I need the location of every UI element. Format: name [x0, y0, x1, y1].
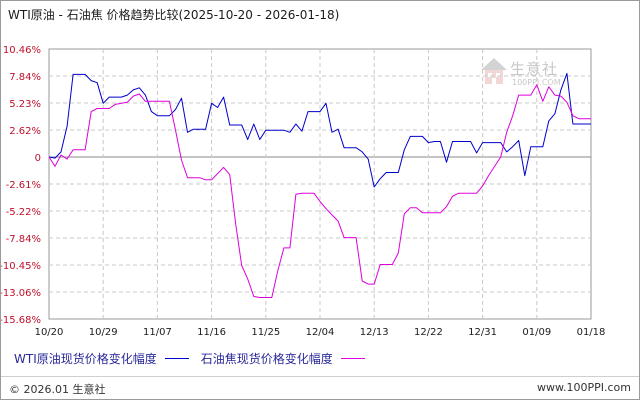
- y-tick-label: 0: [35, 153, 41, 164]
- x-tick-labels: 10/20 10/29 11/07 11/16 11/25 12/04 12/13 12/22…: [35, 327, 606, 338]
- watermark-url: 100PPI.COM: [512, 78, 561, 87]
- grid-layer: [48, 48, 592, 320]
- series-line-1: [48, 72, 591, 188]
- x-tick-label: 10/29: [89, 327, 118, 338]
- y-tick-label: -10.45%: [1, 261, 41, 272]
- footer-url-link[interactable]: www.100PPI.com: [537, 381, 631, 394]
- x-tick-label: 12/31: [468, 327, 497, 338]
- y-tick-label: -2.61%: [6, 180, 41, 191]
- watermark-text: 生意社: [510, 60, 559, 78]
- series-line-2: [48, 84, 591, 298]
- legend-series-1-label: WTI原油现货价格变化幅度: [14, 352, 157, 366]
- chart-title: WTI原油 - 石油焦 价格趋势比较(2025-10-20 - 2026-01-…: [8, 8, 340, 22]
- y-tick-label: 7.84%: [9, 72, 41, 83]
- x-tick-label: 12/13: [360, 327, 389, 338]
- footer: © 2026.01 生意社 www.100PPI.com: [1, 376, 639, 399]
- y-tick-labels: 10.46% 7.84% 5.23% 2.62% 0 -2.61% -5.22% -7.84%…: [1, 45, 41, 326]
- x-tick-label: 11/07: [143, 327, 172, 338]
- x-tick-label: 01/09: [522, 327, 551, 338]
- y-tick-label: 5.23%: [9, 99, 41, 110]
- x-tick-label: 10/20: [35, 327, 64, 338]
- legend-series-2-swatch: [340, 358, 365, 359]
- legend: WTI原油现货价格变化幅度 石油焦现货价格变化幅度: [14, 350, 377, 367]
- watermark-logo: 生意社 100PPI.COM: [479, 56, 571, 90]
- y-tick-label: -5.22%: [6, 207, 41, 218]
- legend-series-2-label: 石油焦现货价格变化幅度: [200, 352, 333, 366]
- house-logo-icon: [481, 58, 507, 84]
- x-tick-label: 12/22: [414, 327, 443, 338]
- y-tick-label: 2.62%: [9, 126, 41, 137]
- x-tick-label: 01/18: [577, 327, 606, 338]
- legend-series-1-swatch: [164, 358, 189, 359]
- series-lines: [48, 72, 591, 298]
- y-tick-label: -7.84%: [6, 234, 41, 245]
- y-tick-label: 10.46%: [3, 45, 41, 56]
- copyright-text: © 2026.01 生意社: [9, 383, 106, 396]
- x-tick-label: 12/04: [306, 327, 335, 338]
- y-tick-label: -15.68%: [1, 315, 41, 326]
- x-tick-label: 11/16: [197, 327, 226, 338]
- x-tick-label: 11/25: [251, 327, 280, 338]
- y-tick-label: -13.06%: [1, 288, 41, 299]
